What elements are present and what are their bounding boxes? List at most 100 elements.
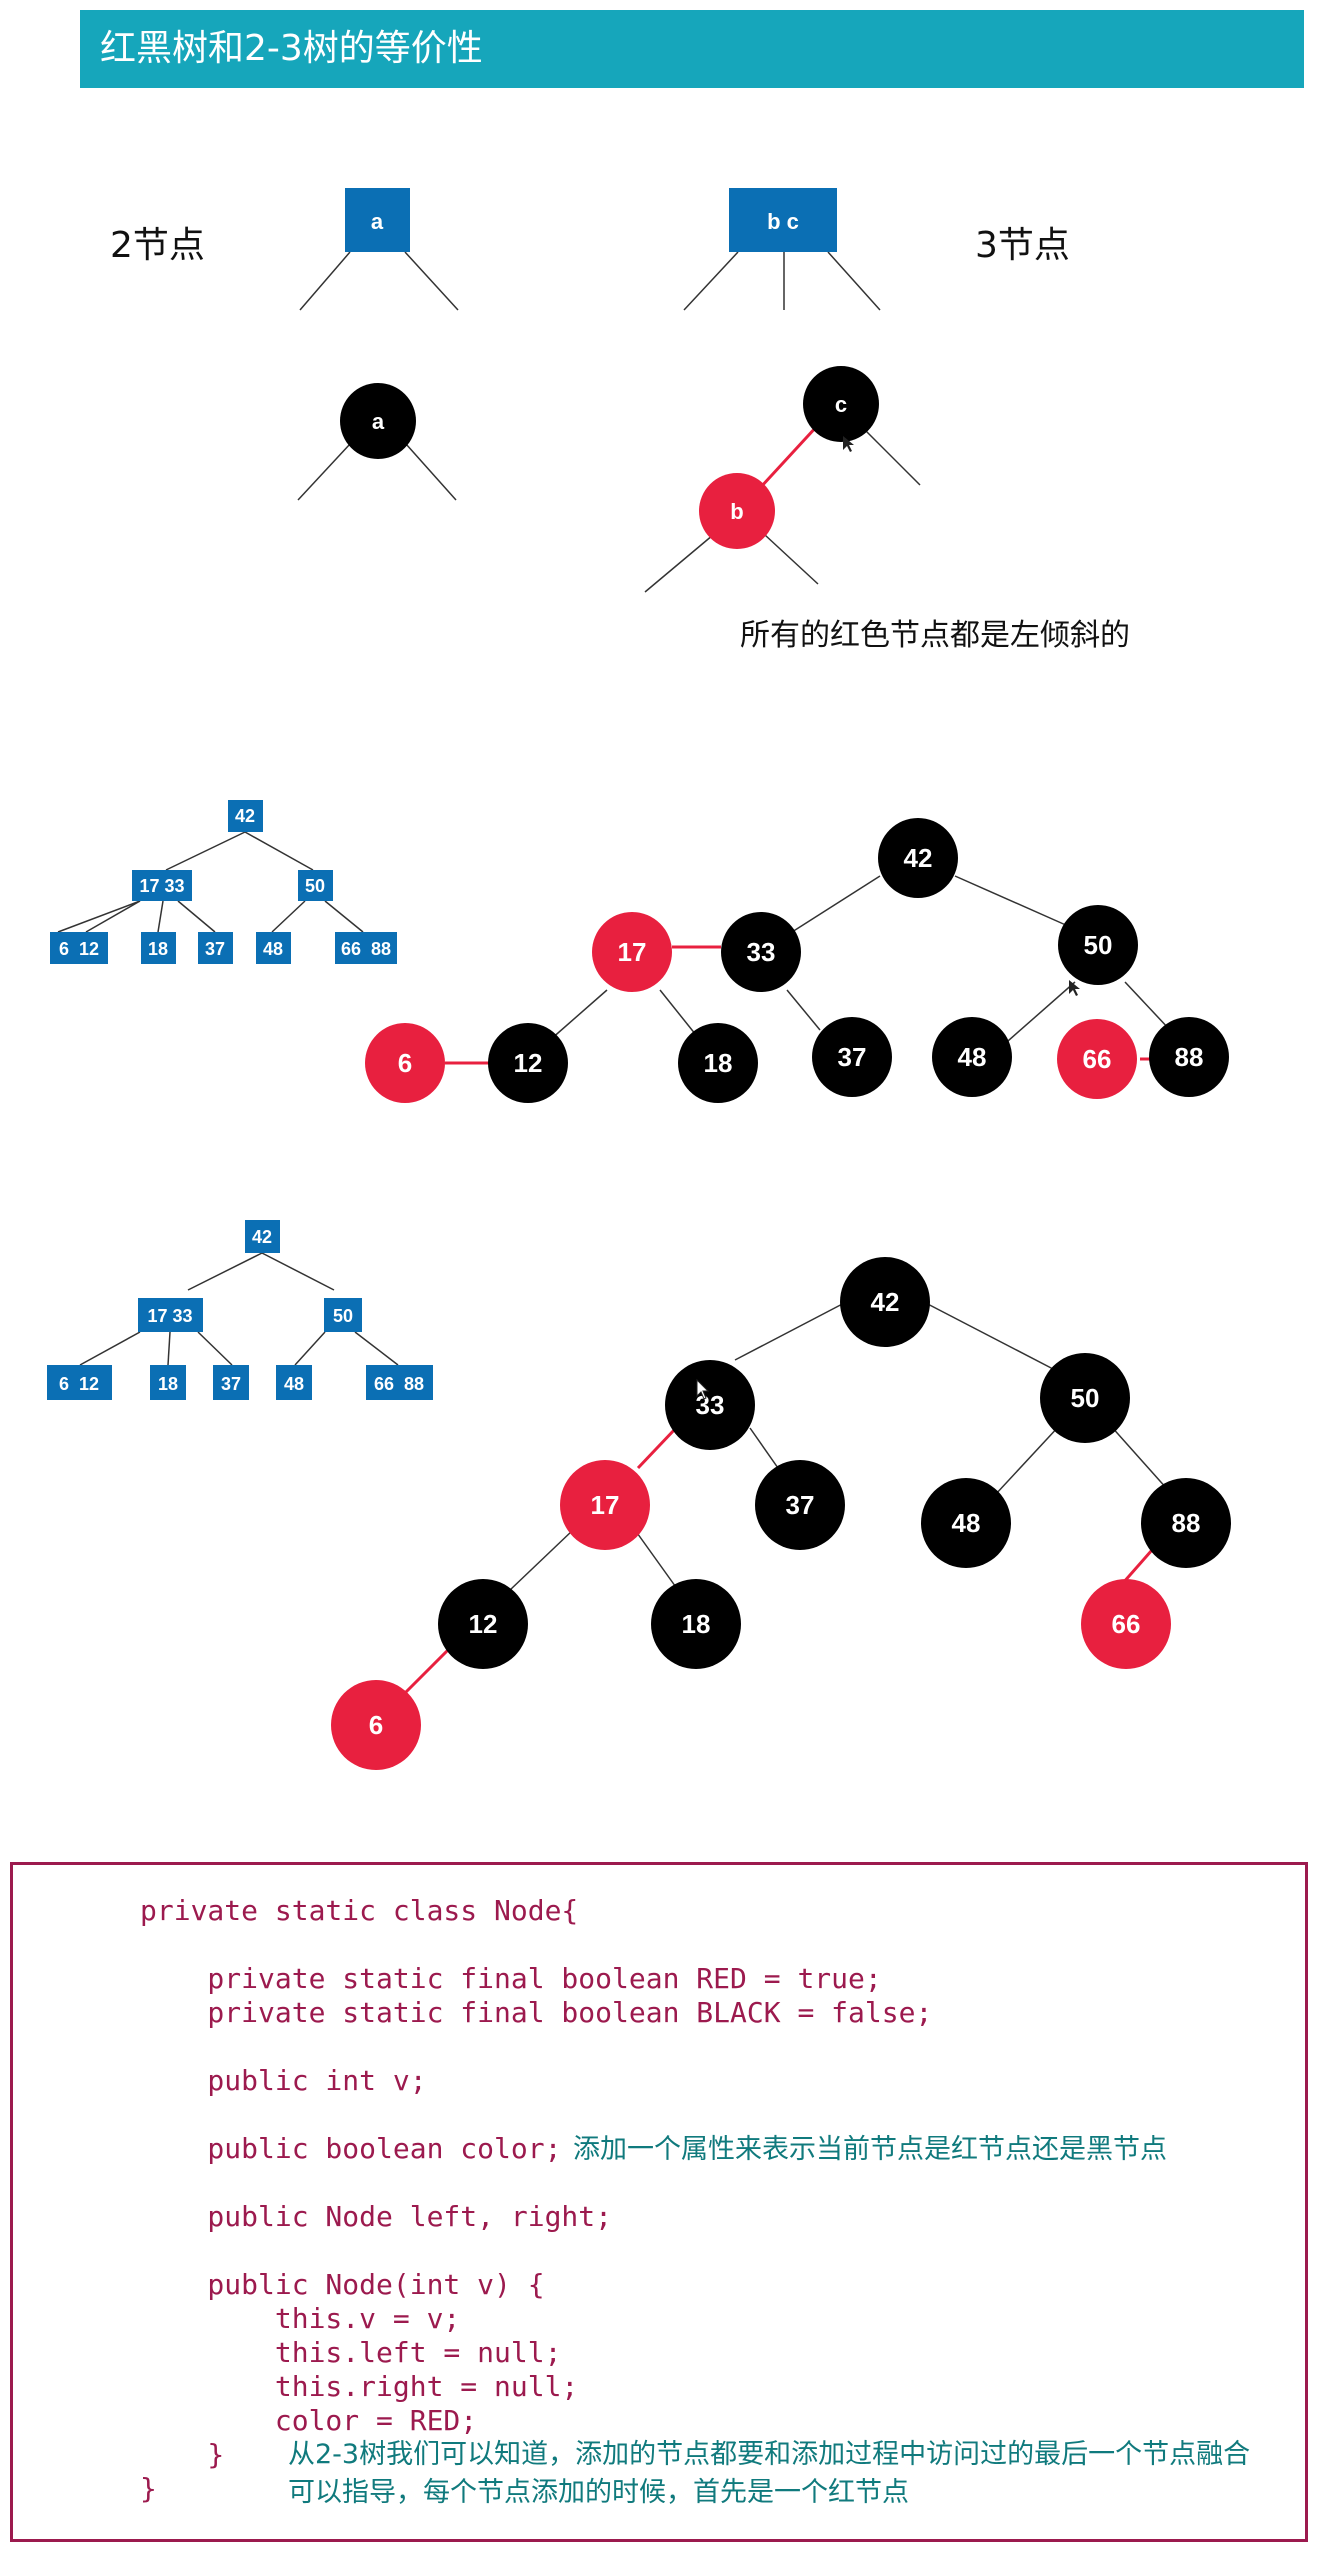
rb-node-17 bbox=[592, 912, 672, 992]
t1-box-leaf-0 bbox=[50, 932, 108, 964]
t1-box-root bbox=[228, 800, 263, 832]
t2-box-leaf-0-label: 6 12 bbox=[59, 1374, 99, 1394]
rb-node-label-50: 50 bbox=[1084, 930, 1113, 960]
node-class-code: private static class Node{ private stati… bbox=[140, 1894, 932, 2506]
rb-node-88 bbox=[1141, 1478, 1231, 1568]
rb-node-12 bbox=[438, 1579, 528, 1669]
code-line: private static final boolean RED = true; bbox=[140, 1962, 882, 1995]
t2-box-root bbox=[245, 1220, 280, 1253]
rb-node-label-6: 6 bbox=[369, 1710, 383, 1740]
rb-node-48 bbox=[932, 1017, 1012, 1097]
t1-box-leaf-3-label: 48 bbox=[263, 939, 283, 959]
t2-box-leaf-3-label: 48 bbox=[284, 1374, 304, 1394]
rb-node-label-37: 37 bbox=[786, 1490, 815, 1520]
rb-node-6 bbox=[331, 1680, 421, 1770]
edges bbox=[57, 251, 1171, 1591]
two-node-label: 2节点 bbox=[110, 225, 205, 266]
code-line bbox=[140, 2234, 932, 2268]
code-line bbox=[140, 2030, 932, 2064]
t2-box-leaf-4-label: 66 88 bbox=[374, 1374, 424, 1394]
rb-node-66 bbox=[1081, 1579, 1171, 1669]
cursor-icon bbox=[696, 1378, 710, 1400]
code-line: } bbox=[140, 2438, 225, 2471]
code-line bbox=[140, 2098, 932, 2132]
t2-box-leaf-4 bbox=[366, 1365, 433, 1400]
t1-box-leaf-1-label: 18 bbox=[148, 939, 168, 959]
t1-box-leaf-4-label: 66 88 bbox=[341, 939, 391, 959]
rb-node-6 bbox=[365, 1023, 445, 1103]
t2-box-leaf-1-label: 18 bbox=[158, 1374, 178, 1394]
rb-node-label-17: 17 bbox=[591, 1490, 620, 1520]
t2-box-right bbox=[324, 1298, 362, 1332]
code-line bbox=[140, 2166, 932, 2200]
t1-box-right-label: 50 bbox=[305, 876, 325, 896]
rb-node-label-6: 6 bbox=[398, 1048, 412, 1078]
t2-box-root-label: 42 bbox=[252, 1227, 272, 1247]
rb-node-label-18: 18 bbox=[682, 1609, 711, 1639]
red-links bbox=[396, 423, 1154, 1702]
code-block bbox=[10, 1862, 1308, 2542]
t1-box-leaf-1 bbox=[141, 932, 176, 964]
rb-node-a bbox=[340, 383, 416, 459]
box-node-a-label: a bbox=[371, 209, 384, 234]
rb-node-66 bbox=[1057, 1019, 1137, 1099]
t1-box-leaf-2-label: 37 bbox=[205, 939, 225, 959]
t1-box-left-label: 17 33 bbox=[139, 876, 184, 896]
t1-box-left bbox=[132, 870, 192, 901]
box-node-bc-label: b c bbox=[767, 209, 799, 234]
rb-node-label-42: 42 bbox=[871, 1287, 900, 1317]
box-node-a bbox=[345, 188, 410, 252]
tree-diagrams: a b c 42 17 33 50 6 12 18 37 48 66 88 42… bbox=[47, 188, 1231, 1770]
rb-node-88 bbox=[1149, 1017, 1229, 1097]
rb-node-label-37: 37 bbox=[838, 1042, 867, 1072]
rb-node-label-66: 66 bbox=[1112, 1609, 1141, 1639]
rb-node-17 bbox=[560, 1460, 650, 1550]
code-line: private static final boolean BLACK = fal… bbox=[140, 1996, 933, 2029]
cursor-icon bbox=[1069, 980, 1080, 996]
red-insert-note-line2: 可以指导，每个节点添加的时候，首先是一个红节点 bbox=[288, 2477, 909, 2508]
code-line bbox=[140, 1928, 932, 1962]
page-title: 红黑树和2-3树的等价性 bbox=[80, 10, 1304, 88]
rb-node-label-88: 88 bbox=[1172, 1508, 1201, 1538]
rb-node-label-50: 50 bbox=[1071, 1383, 1100, 1413]
rb-node-label-12: 12 bbox=[469, 1609, 498, 1639]
t1-box-leaf-2 bbox=[198, 932, 233, 964]
code-line: private static class Node{ bbox=[140, 1894, 579, 1927]
t1-box-leaf-4 bbox=[335, 932, 397, 964]
color-field-note: 添加一个属性来表示当前节点是红节点还是黑节点 bbox=[573, 2134, 1167, 2165]
rb-node-label-48: 48 bbox=[958, 1042, 987, 1072]
rb-node-label-17: 17 bbox=[618, 937, 647, 967]
t2-box-left-label: 17 33 bbox=[147, 1306, 192, 1326]
rb-node-50 bbox=[1040, 1353, 1130, 1443]
rb-node-12 bbox=[488, 1023, 568, 1103]
rb-node-b-label: b bbox=[730, 499, 743, 524]
cursor-icons bbox=[696, 436, 1080, 1400]
code-line: this.v = v; bbox=[140, 2302, 461, 2335]
code-line: public Node left, right; bbox=[140, 2200, 613, 2233]
code-line: public boolean color; bbox=[140, 2132, 562, 2165]
code-line: public Node(int v) { bbox=[140, 2268, 545, 2301]
rb-node-37 bbox=[812, 1017, 892, 1097]
rb-node-42 bbox=[878, 818, 958, 898]
t1-box-leaf-3 bbox=[256, 932, 291, 964]
rb-node-label-88: 88 bbox=[1175, 1042, 1204, 1072]
tree1-rb-nodes: 42 17 33 50 6 12 18 37 48 66 88 bbox=[365, 818, 1229, 1103]
code-line: this.right = null; bbox=[140, 2370, 579, 2403]
rb-node-42 bbox=[840, 1257, 930, 1347]
cursor-icon bbox=[843, 436, 854, 452]
t1-box-root-label: 42 bbox=[235, 806, 255, 826]
t1-box-right bbox=[298, 870, 333, 901]
t1-box-leaf-0-label: 6 12 bbox=[59, 939, 99, 959]
rb-node-label-33: 33 bbox=[696, 1390, 725, 1420]
rb-node-label-42: 42 bbox=[904, 843, 933, 873]
red-insert-note-line1: 从2-3树我们可以知道，添加的节点都要和添加过程中访问过的最后一个节点融合 bbox=[288, 2439, 1251, 2470]
t2-box-left bbox=[138, 1298, 203, 1332]
t2-box-leaf-1 bbox=[150, 1365, 186, 1400]
rb-node-c bbox=[803, 366, 879, 442]
box-node-bc bbox=[729, 188, 837, 252]
rb-node-c-label: c bbox=[835, 392, 847, 417]
code-line: public int v; bbox=[140, 2064, 427, 2097]
three-node-label: 3节点 bbox=[975, 225, 1070, 266]
t2-box-leaf-2-label: 37 bbox=[221, 1374, 241, 1394]
